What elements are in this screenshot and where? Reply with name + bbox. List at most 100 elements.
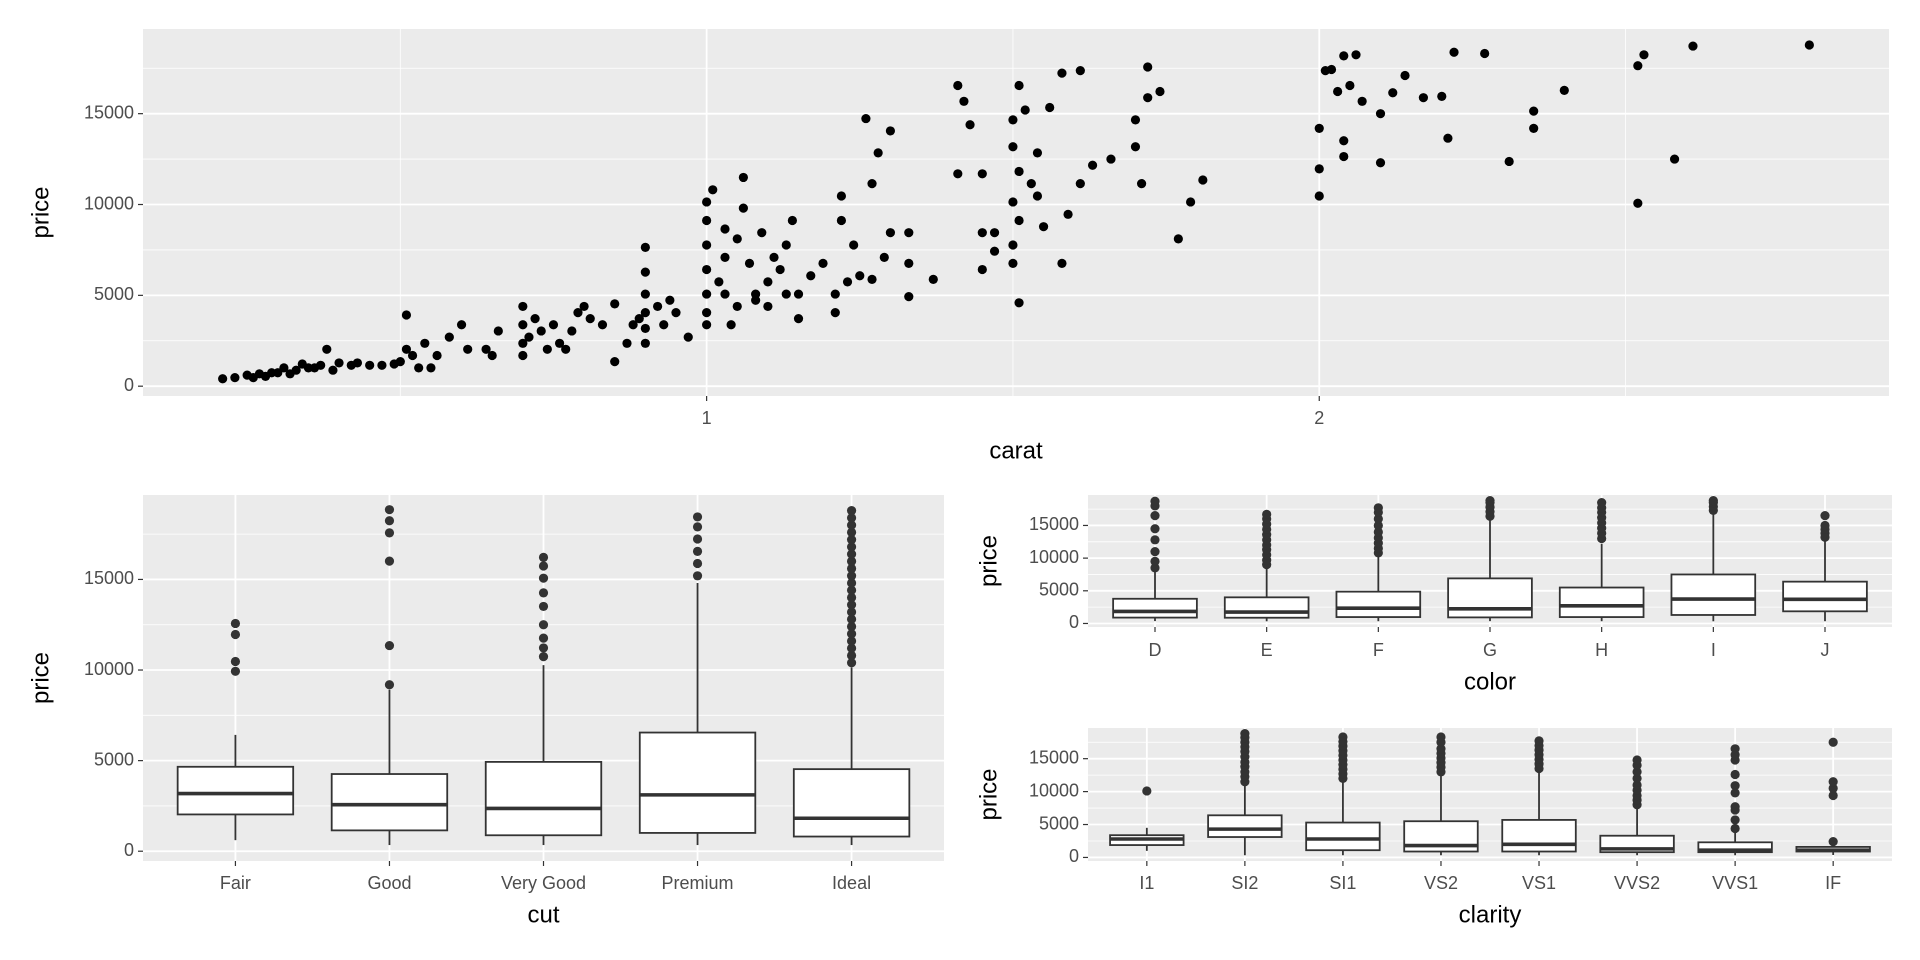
point [1388, 88, 1398, 98]
point [1333, 86, 1343, 97]
x-tick-label: VVS2 [1614, 873, 1660, 893]
outlier [538, 601, 549, 612]
point [702, 308, 712, 318]
point [720, 289, 730, 299]
outlier [384, 680, 395, 690]
point [1351, 50, 1361, 60]
point [702, 289, 712, 299]
outlier [1730, 802, 1740, 812]
outlier [230, 629, 241, 640]
point [1155, 86, 1165, 97]
point [738, 203, 748, 213]
box [1305, 821, 1381, 852]
point [953, 80, 963, 91]
point [1804, 40, 1814, 50]
point [377, 360, 387, 370]
x-tick-label: VVS1 [1712, 873, 1758, 893]
x-tick-label: 2 [1314, 408, 1324, 428]
x-tick-label: Very Good [501, 873, 586, 893]
point [334, 358, 344, 368]
point [849, 240, 859, 250]
point [1045, 102, 1055, 113]
point [328, 365, 338, 375]
point [640, 242, 650, 252]
point [1014, 298, 1024, 308]
box [1112, 597, 1198, 619]
x-tick-label: VS2 [1424, 873, 1458, 893]
outlier [1828, 837, 1838, 847]
point [671, 308, 681, 318]
y-tick-label: 0 [1069, 846, 1079, 866]
outlier [1632, 780, 1642, 790]
outlier [846, 534, 857, 545]
outlier [692, 571, 703, 581]
point [597, 320, 608, 330]
outlier [1436, 732, 1446, 742]
point [904, 228, 914, 238]
point [1449, 47, 1459, 57]
point [763, 277, 773, 287]
point [965, 120, 975, 130]
point [407, 350, 418, 361]
point [352, 358, 363, 368]
point [1014, 80, 1024, 91]
point [842, 277, 853, 287]
outlier [384, 640, 395, 651]
point [432, 350, 442, 361]
point [1326, 64, 1337, 75]
point [732, 234, 742, 244]
point [1075, 66, 1085, 76]
point [401, 310, 412, 320]
point [1008, 197, 1018, 207]
point [830, 289, 840, 299]
box [1697, 841, 1773, 854]
box [484, 760, 603, 837]
outlier [1632, 767, 1642, 777]
point [1339, 136, 1349, 146]
outlier [1730, 788, 1740, 798]
outlier [538, 643, 549, 653]
y-tick-label: 0 [124, 840, 134, 860]
point [989, 246, 1000, 256]
outlier [384, 516, 395, 526]
point [738, 172, 748, 183]
point [1639, 50, 1649, 60]
y-tick-label: 10000 [84, 659, 134, 679]
outlier [1150, 511, 1160, 521]
point [640, 267, 650, 277]
outlier [846, 621, 857, 632]
outlier [1730, 781, 1740, 791]
point [861, 113, 871, 124]
outlier [692, 558, 703, 569]
point [463, 344, 473, 354]
box [1207, 814, 1283, 838]
outlier [846, 556, 857, 566]
point [291, 365, 301, 375]
point [702, 320, 712, 330]
point [230, 373, 240, 383]
point [640, 338, 650, 348]
point [744, 258, 755, 268]
x-axis-title: carat [989, 437, 1043, 464]
point [818, 258, 828, 268]
point [1136, 179, 1147, 189]
y-tick-label: 5000 [1039, 580, 1079, 600]
outlier [846, 578, 857, 588]
point [885, 126, 896, 136]
outlier [692, 522, 703, 532]
point [518, 350, 528, 361]
outlier [538, 652, 549, 662]
point [1688, 41, 1698, 51]
outlier [1150, 535, 1160, 545]
point [1633, 61, 1643, 71]
point [1106, 154, 1116, 164]
y-tick-label: 15000 [1029, 747, 1079, 767]
point [1314, 123, 1324, 133]
box [1670, 573, 1757, 616]
point [634, 314, 644, 324]
outlier [1828, 783, 1838, 793]
point [401, 344, 412, 354]
point [414, 363, 424, 373]
point [420, 338, 430, 348]
